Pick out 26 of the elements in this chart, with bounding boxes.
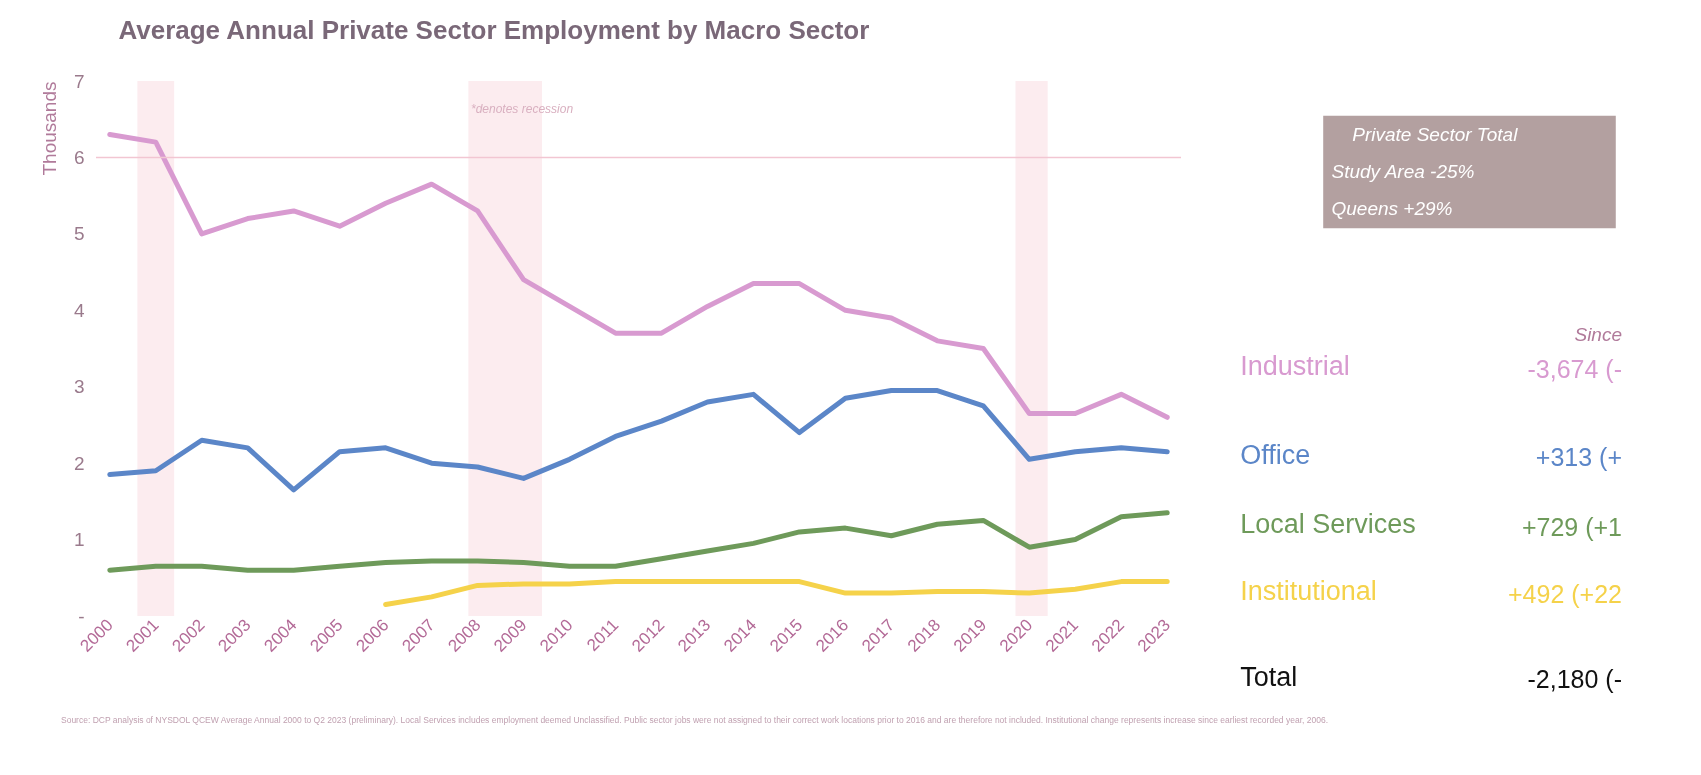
text: +729 (+1	[1521, 512, 1622, 541]
y-tick-label: 2	[73, 452, 85, 474]
text: -2,180 (-	[1527, 665, 1622, 694]
text: +492 (+22	[1508, 579, 1622, 608]
text: Institutional	[1240, 575, 1377, 606]
y-axis-title: Thousands	[38, 81, 60, 176]
text: Private Sector Total	[1352, 123, 1519, 145]
y-tick-label: 5	[73, 223, 85, 245]
text: Queens +29%	[1331, 198, 1453, 220]
text: -3,674 (-	[1527, 354, 1622, 383]
y-tick-label: 3	[73, 376, 85, 398]
y-tick-label: 7	[73, 70, 85, 92]
text: Since	[1574, 324, 1622, 346]
source-note: Source: DCP analysis of NYSDOL QCEW Average Annual 2000 to Q2 2023 (preliminary). Local Services includes employment deemed Unclassified. Public sector jobs were not assigned to their correct work locations prior to 2016 and are therefore not included. Institutional change represents increase since earliest recorded year, 2006.	[61, 715, 1329, 725]
text: Office	[1240, 439, 1311, 470]
y-tick-label: 1	[73, 529, 85, 551]
y-tick-label: 4	[73, 299, 85, 321]
text: Local Services	[1240, 509, 1416, 540]
text: Total	[1240, 661, 1298, 692]
chart-title: Average Annual Private Sector Employment by Macro Sector	[118, 15, 870, 45]
text: +313 (+	[1535, 443, 1622, 472]
annotation: *denotes recession	[471, 102, 574, 116]
text: Industrial	[1240, 351, 1350, 382]
y-tick-label: 6	[73, 146, 85, 168]
text: Study Area -25%	[1331, 160, 1475, 182]
y-tick-label: -	[78, 605, 85, 627]
